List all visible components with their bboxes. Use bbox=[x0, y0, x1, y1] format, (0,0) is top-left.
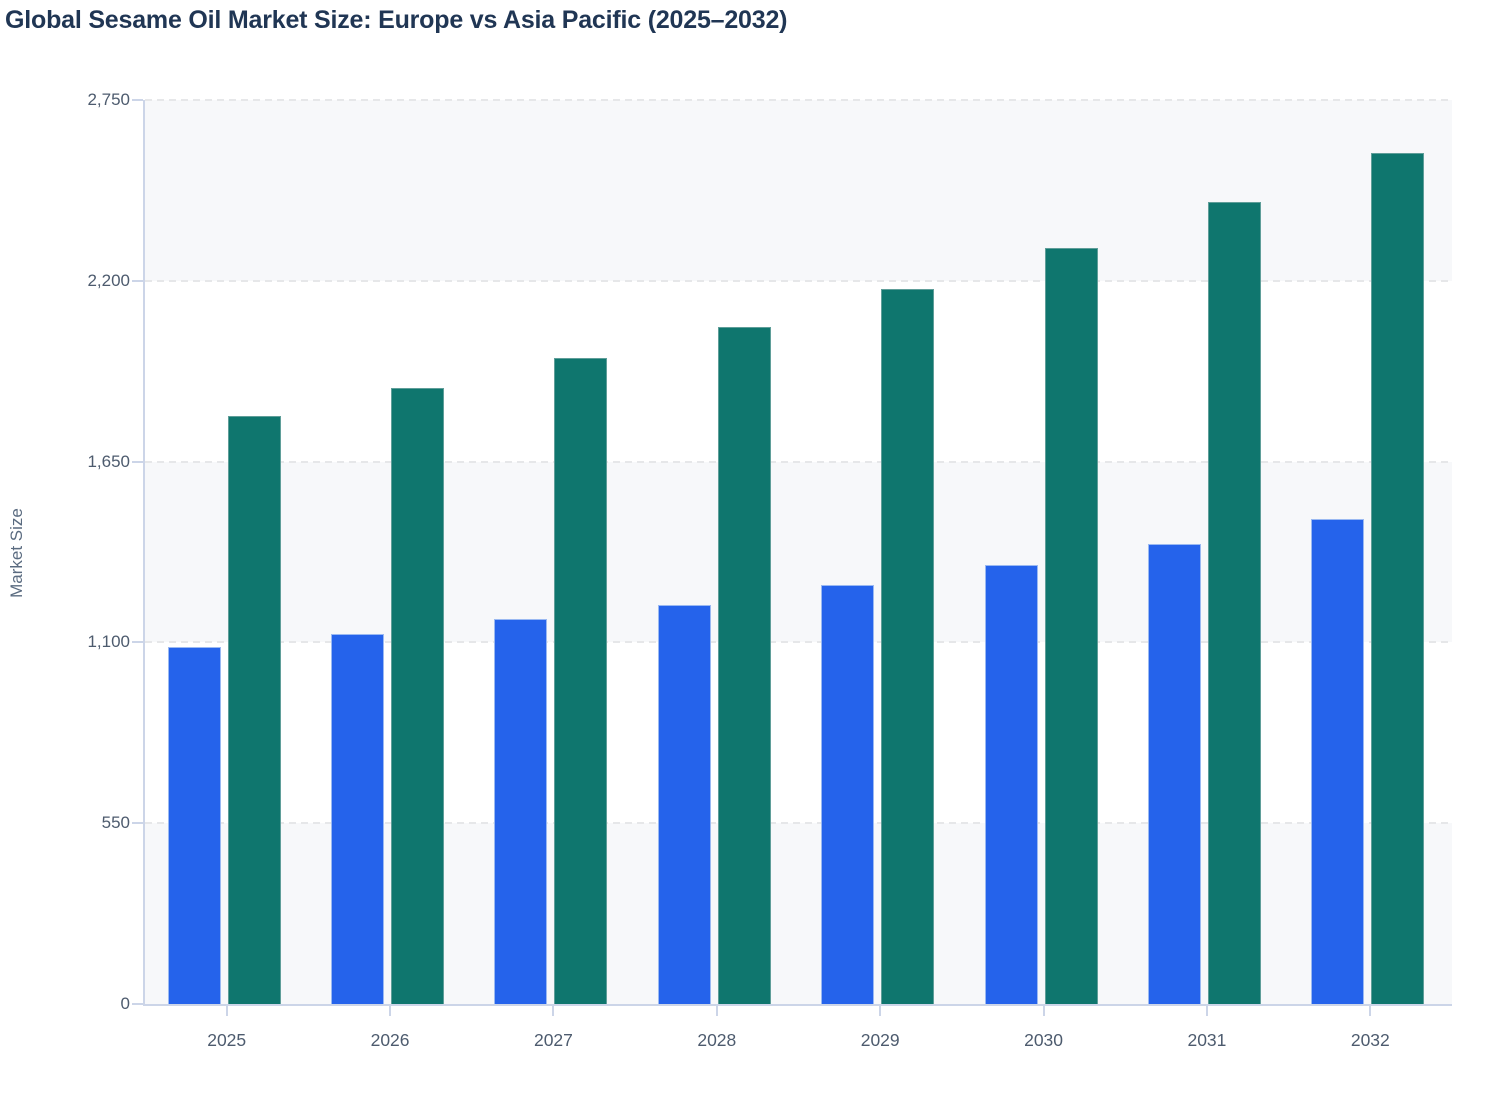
y-tick-mark bbox=[132, 99, 143, 101]
y-tick-label: 2,200 bbox=[87, 270, 130, 290]
x-tick-mark bbox=[552, 1004, 555, 1016]
y-tick-mark bbox=[132, 460, 143, 463]
y-tick-label: 2,750 bbox=[87, 90, 130, 109]
gridline bbox=[145, 460, 1452, 463]
y-tick-label: 0 bbox=[120, 994, 130, 1013]
bar-asia-pacific-2032[interactable] bbox=[1371, 152, 1425, 1004]
gridline bbox=[145, 279, 1452, 282]
bar-europe-2025[interactable] bbox=[167, 647, 221, 1004]
bar-europe-2030[interactable] bbox=[984, 565, 1038, 1004]
bar-asia-pacific-2031[interactable] bbox=[1207, 201, 1261, 1004]
y-tick-mark bbox=[132, 1003, 143, 1005]
x-tick-mark bbox=[1369, 1004, 1372, 1016]
bar-asia-pacific-2027[interactable] bbox=[554, 358, 608, 1004]
bar-europe-2028[interactable] bbox=[657, 604, 711, 1004]
y-axis-line bbox=[143, 100, 145, 1004]
bar-asia-pacific-2029[interactable] bbox=[881, 289, 935, 1004]
y-tick-label: 550 bbox=[101, 813, 130, 833]
x-tick-label: 2027 bbox=[533, 1030, 573, 1050]
bar-asia-pacific-2028[interactable] bbox=[717, 326, 771, 1004]
x-tick-mark bbox=[1205, 1004, 1208, 1016]
chart-title: Global Sesame Oil Market Size: Europe vs… bbox=[5, 6, 788, 34]
y-tick-mark bbox=[132, 641, 143, 644]
x-tick-mark bbox=[1042, 1004, 1045, 1016]
x-tick-label: 2026 bbox=[370, 1030, 410, 1050]
y-tick-mark bbox=[132, 279, 143, 282]
gridline bbox=[145, 822, 1452, 825]
y-axis-title: Market Size bbox=[7, 508, 26, 598]
bar-europe-2029[interactable] bbox=[821, 584, 875, 1004]
y-tick-label: 1,100 bbox=[87, 632, 130, 652]
x-tick-label: 2025 bbox=[207, 1030, 247, 1050]
gridline bbox=[145, 99, 1452, 101]
gridline bbox=[145, 641, 1452, 644]
x-tick-label: 2032 bbox=[1350, 1030, 1390, 1050]
bar-europe-2032[interactable] bbox=[1311, 519, 1365, 1004]
bar-europe-2031[interactable] bbox=[1147, 543, 1201, 1004]
x-tick-mark bbox=[715, 1004, 718, 1016]
x-tick-label: 2028 bbox=[697, 1030, 737, 1050]
bar-asia-pacific-2025[interactable] bbox=[227, 415, 281, 1004]
bar-asia-pacific-2026[interactable] bbox=[391, 387, 445, 1004]
bar-asia-pacific-2030[interactable] bbox=[1044, 247, 1098, 1004]
x-tick-mark bbox=[389, 1004, 392, 1016]
y-tick-label: 1,650 bbox=[87, 451, 130, 471]
x-tick-mark bbox=[225, 1004, 228, 1016]
x-tick-label: 2030 bbox=[1024, 1030, 1064, 1050]
x-axis-line bbox=[143, 1004, 1452, 1006]
x-tick-label: 2029 bbox=[860, 1030, 900, 1050]
bar-europe-2026[interactable] bbox=[331, 634, 385, 1004]
y-tick-mark bbox=[132, 822, 143, 825]
x-tick-label: 2031 bbox=[1187, 1030, 1227, 1050]
bar-europe-2027[interactable] bbox=[494, 619, 548, 1004]
x-tick-mark bbox=[879, 1004, 882, 1016]
